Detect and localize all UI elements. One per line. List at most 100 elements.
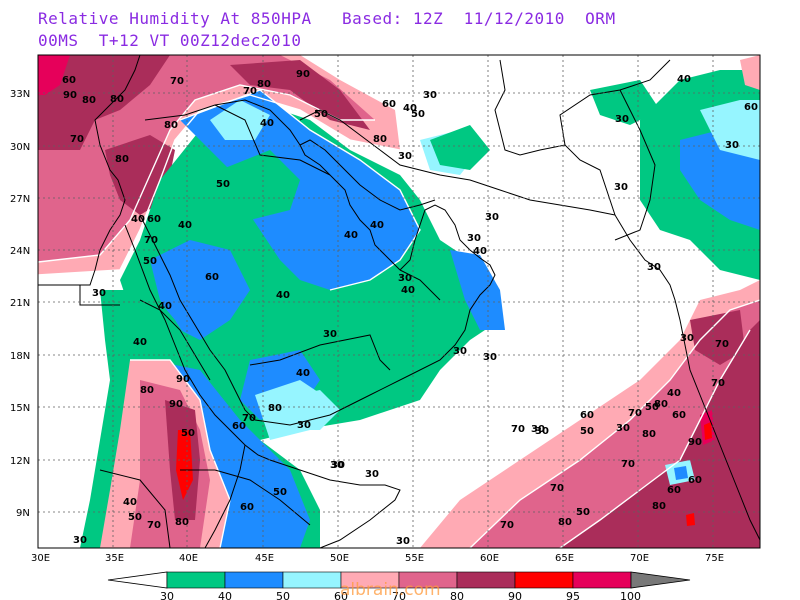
lon-label: 55E xyxy=(405,553,424,564)
contour-label: 60 xyxy=(580,410,594,421)
rh-region-arabiansea-40 xyxy=(674,466,688,480)
contour-label: 30 xyxy=(73,535,87,546)
coastline-somalia xyxy=(269,459,401,548)
contour-label: 80 xyxy=(642,429,656,440)
contour-label: 30 xyxy=(531,424,545,435)
coastline-redsea-east xyxy=(139,214,256,421)
contour-label: 80 xyxy=(652,501,666,512)
contour-label: 80 xyxy=(164,120,178,131)
contour-label: 80 xyxy=(268,403,282,414)
rh-region-arabia-30b xyxy=(220,150,300,220)
contour-label: 70 xyxy=(711,378,725,389)
contour-label: 30 xyxy=(297,420,311,431)
contour-label: 90 xyxy=(169,399,183,410)
contour-label: 80 xyxy=(654,399,668,410)
colorbar-tick: 95 xyxy=(566,590,580,600)
lat-label: 18N xyxy=(10,351,30,362)
colorbar-tick: 80 xyxy=(450,590,464,600)
contour-label: 70 xyxy=(715,339,729,350)
colorbar-tick: 100 xyxy=(620,590,641,600)
contour-label: 40 xyxy=(667,388,681,399)
contour-label: 40 xyxy=(260,118,274,129)
contour-label: 70 xyxy=(147,520,161,531)
contour-label: 40 xyxy=(131,214,145,225)
contour-label: 50 xyxy=(216,179,230,190)
colorbar-tick: 40 xyxy=(218,590,232,600)
contour-label: 30 xyxy=(365,469,379,480)
contour-label: 80 xyxy=(82,95,96,106)
watermark: albrain.com xyxy=(340,580,441,600)
contour-label: 70 xyxy=(550,483,564,494)
chart-title: Relative Humidity At 850HPA Based: 12Z 1… xyxy=(38,9,616,28)
border-line xyxy=(494,59,616,216)
colorbar-swatch-30 xyxy=(166,571,226,589)
border-line xyxy=(614,89,656,241)
rh-region-arabiansea-80 xyxy=(560,320,760,548)
contour-label: 80 xyxy=(558,517,572,528)
contour-label: 50 xyxy=(143,256,157,267)
contour-label: 80 xyxy=(373,134,387,145)
contour-label: 30 xyxy=(615,114,629,125)
contour-label: 30 xyxy=(614,182,628,193)
lat-label: 15N xyxy=(10,403,30,414)
contour-label: 90 xyxy=(688,437,702,448)
contour-label: 40 xyxy=(473,246,487,257)
borders xyxy=(38,59,671,548)
contour-label: 30 xyxy=(331,460,345,471)
coastline-iran xyxy=(299,109,616,216)
contour-line xyxy=(179,89,421,291)
colorbar-tick: 70 xyxy=(392,590,406,600)
contour-label: 50 xyxy=(181,428,195,439)
contour-label: 30 xyxy=(323,329,337,340)
rh-region-arabiansea-80b xyxy=(690,310,745,365)
colorbar-tick: 50 xyxy=(276,590,290,600)
border-line xyxy=(38,284,120,306)
border-line xyxy=(559,59,671,146)
contour-label: 70 xyxy=(144,235,158,246)
contour-label: 60 xyxy=(240,502,254,513)
lon-label: 35E xyxy=(105,553,124,564)
contour-label: 30 xyxy=(453,346,467,357)
coastline-gulf xyxy=(299,139,436,271)
lon-label: 50E xyxy=(330,553,349,564)
colorbar-tick: 90 xyxy=(508,590,522,600)
border-line xyxy=(144,99,301,146)
graticule xyxy=(38,55,760,548)
contour-label: 40 xyxy=(133,337,147,348)
coastline-redsea-west xyxy=(124,224,271,461)
colorbar-tick: 30 xyxy=(160,590,174,600)
border-line xyxy=(214,104,331,176)
colorbar-swatch-95 xyxy=(572,571,632,589)
contour-label: 40 xyxy=(158,301,172,312)
contour-label: 60 xyxy=(147,214,161,225)
contour-label: 40 xyxy=(178,220,192,231)
contour-line xyxy=(130,359,231,548)
rh-region-redsea-90 xyxy=(176,430,193,500)
colorbar-under-arrow xyxy=(107,571,168,589)
contour-label: 50 xyxy=(411,109,425,120)
contour-label: 40 xyxy=(123,497,137,508)
latitude-labels: 33N 30N 27N 24N 21N 18N 15N 12N 9N xyxy=(10,89,30,519)
contour-label: 30 xyxy=(616,423,630,434)
contour-label: 40 xyxy=(401,285,415,296)
border-line xyxy=(139,299,211,381)
rh-region-india-50 xyxy=(700,100,760,160)
contour-label: 30 xyxy=(398,273,412,284)
contour-label: 70 xyxy=(243,86,257,97)
contour-line xyxy=(469,299,760,548)
lat-label: 24N xyxy=(10,246,30,257)
rh-region-iran-30 xyxy=(430,125,490,170)
rh-region-oman-40 xyxy=(450,250,505,330)
contour-label: 60 xyxy=(672,410,686,421)
colorbar-swatch-40 xyxy=(224,571,284,589)
contour-label: 40 xyxy=(344,230,358,241)
contour-label: 80 xyxy=(110,94,124,105)
contour-label: 30 xyxy=(647,262,661,273)
coastline-horn-west xyxy=(204,444,246,548)
coastline-mediterranean xyxy=(38,55,141,286)
contour-label: 80 xyxy=(257,79,271,90)
contour-label: 70 xyxy=(500,520,514,531)
contour-label: 50 xyxy=(645,402,659,413)
